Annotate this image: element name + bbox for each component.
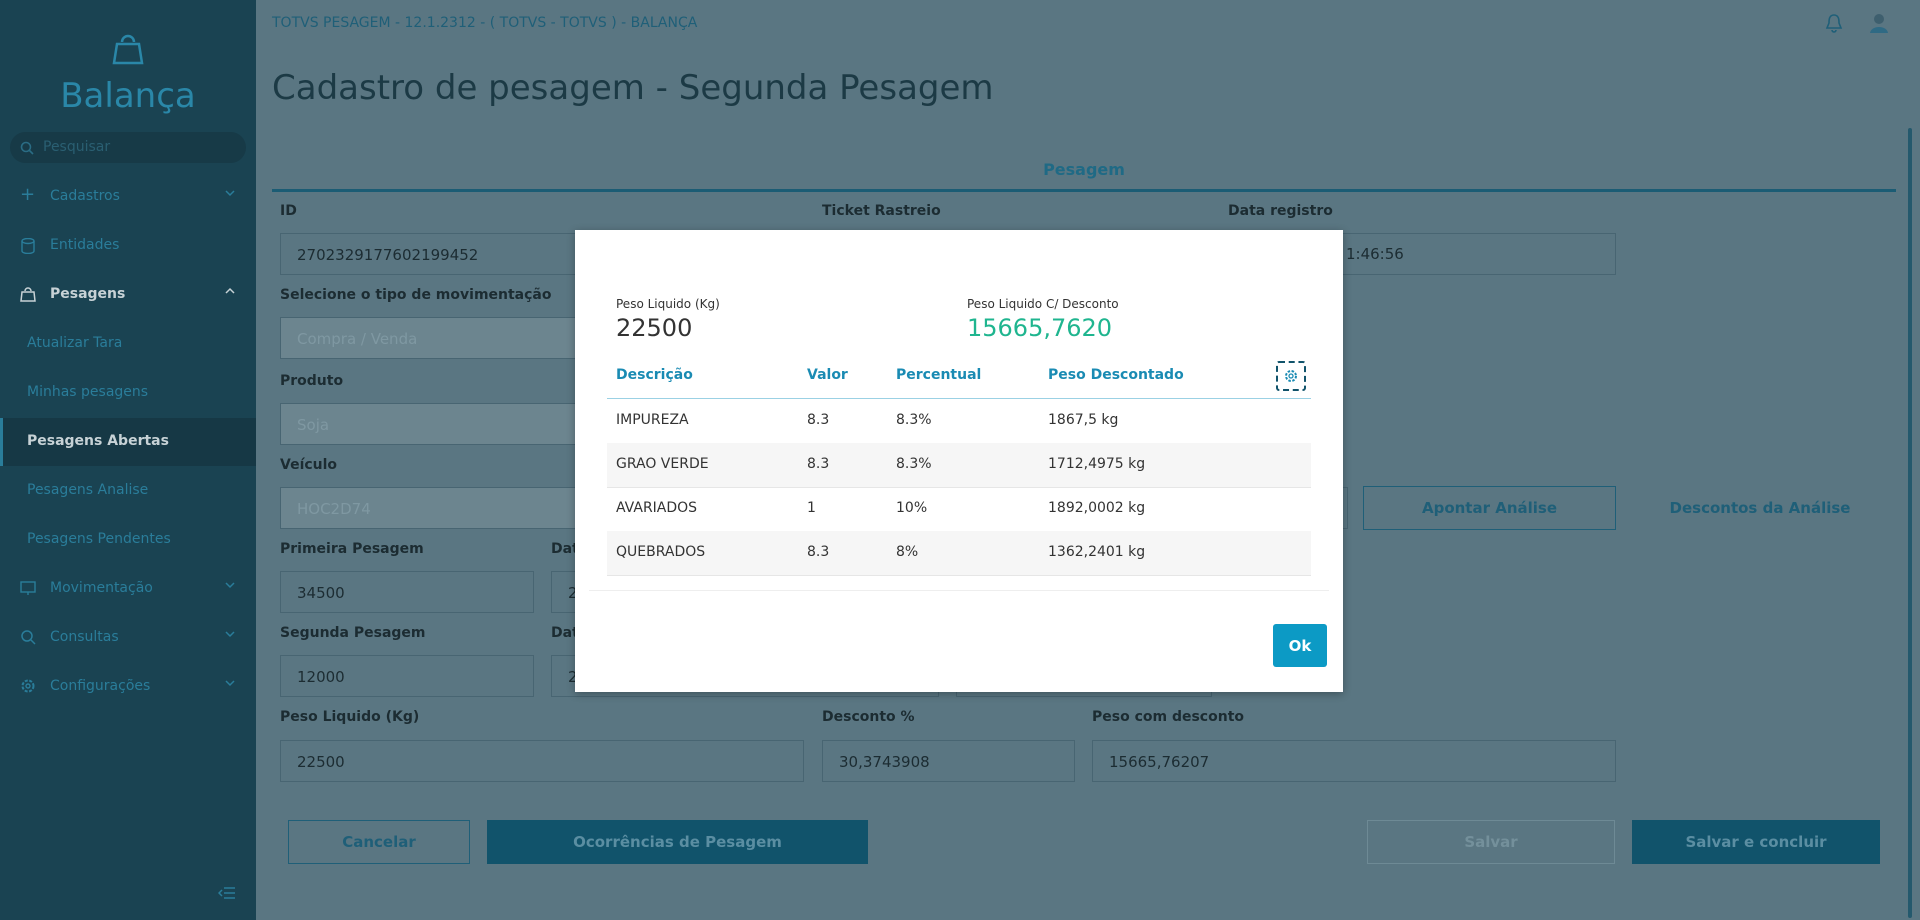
table-cell: 8.3 xyxy=(807,544,830,560)
menu-item[interactable]: Consultas xyxy=(0,614,256,662)
table-cell: 8% xyxy=(896,544,919,560)
search-box[interactable]: Pesquisar xyxy=(10,132,246,163)
label: ID xyxy=(280,203,297,219)
tab[interactable]: Pesagem xyxy=(1043,160,1125,179)
table-cell: AVARIADOS xyxy=(616,500,698,516)
column-header[interactable]: Peso Descontado xyxy=(1048,367,1184,383)
header-divider xyxy=(607,398,1311,399)
label: Primeira Pesagem xyxy=(280,541,424,557)
label: Dat xyxy=(551,625,579,641)
tab-underline xyxy=(272,189,1896,192)
button[interactable]: Cancelar xyxy=(288,820,470,864)
input[interactable]: 30,3743908 xyxy=(822,740,1075,782)
table-row: QUEBRADOS 8.3 8% 1362,2401 kg xyxy=(607,531,1311,576)
column-header[interactable]: Descrição xyxy=(616,367,693,383)
brand: Balança xyxy=(60,76,196,116)
table-row: GRAO VERDE 8.3 8.3% 1712,4975 kg xyxy=(607,443,1311,488)
input-value: 1:46:56 xyxy=(1346,245,1404,263)
input[interactable]: 22500 xyxy=(280,740,804,782)
table-cell: 8.3% xyxy=(896,456,932,472)
table-row: IMPUREZA 8.3 8.3% 1867,5 kg xyxy=(607,399,1311,444)
menu-item[interactable]: Pesagens Analise xyxy=(27,482,149,498)
table-footer xyxy=(589,590,1329,591)
label: Ticket Rastreio xyxy=(822,203,941,219)
page-title: Cadastro de pesagem - Segunda Pesagem xyxy=(272,68,994,108)
menu-item[interactable]: Atualizar Tara xyxy=(27,335,123,351)
table-row: AVARIADOS 1 10% 1892,0002 kg xyxy=(607,487,1311,532)
label: Selecione o tipo de movimentação xyxy=(280,287,552,303)
label: Data registro xyxy=(1228,203,1333,219)
summary-value: 22500 xyxy=(616,314,693,342)
menu-item[interactable]: Pesagens Pendentes xyxy=(27,531,171,547)
settings-button[interactable] xyxy=(1276,361,1306,391)
summary-label: Peso Liquido C/ Desconto xyxy=(967,297,1119,311)
link-button[interactable]: Descontos da Análise xyxy=(1669,499,1851,517)
brand-icon xyxy=(112,34,144,65)
button[interactable]: Ocorrências de Pesagem xyxy=(487,820,868,864)
table-cell: 1867,5 kg xyxy=(1048,412,1119,428)
column-header[interactable]: Percentual xyxy=(896,367,982,383)
label: Segunda Pesagem xyxy=(280,625,426,641)
button[interactable]: Salvar e concluir xyxy=(1632,820,1880,864)
sidebar: Balança Pesquisar + Cadastros Entidades P… xyxy=(0,0,256,920)
ok-button[interactable]: Ok xyxy=(1273,624,1327,667)
button-disabled: Salvar xyxy=(1367,820,1615,864)
menu-item[interactable]: Pesagens xyxy=(0,271,256,319)
table-cell: 8.3 xyxy=(807,412,830,428)
button[interactable]: Apontar Análise xyxy=(1363,486,1616,530)
input[interactable]: 12000 xyxy=(280,655,534,697)
menu-item-active[interactable]: Pesagens Abertas xyxy=(0,418,256,466)
table-cell: 1892,0002 kg xyxy=(1048,500,1146,516)
input[interactable]: 15665,76207 xyxy=(1092,740,1616,782)
app-header: TOTVS PESAGEM - 12.1.2312 - ( TOTVS - TO… xyxy=(272,15,698,31)
column-header[interactable]: Valor xyxy=(807,367,848,383)
label: Peso com desconto xyxy=(1092,709,1245,725)
label: Peso Liquido (Kg) xyxy=(280,709,420,725)
label: Desconto % xyxy=(822,709,915,725)
collapse-icon[interactable] xyxy=(218,886,236,900)
summary-value: 15665,7620 xyxy=(967,314,1113,342)
table-cell: IMPUREZA xyxy=(616,412,689,428)
search-placeholder: Pesquisar xyxy=(43,139,111,155)
table-cell: 8.3 xyxy=(807,456,830,472)
menu-item[interactable]: Entidades xyxy=(0,222,256,270)
user-avatar[interactable] xyxy=(1869,12,1889,34)
table-cell: 1362,2401 kg xyxy=(1048,544,1146,560)
menu-item[interactable]: Configurações xyxy=(0,663,256,711)
table-cell: 1 xyxy=(807,500,816,516)
notification-icon[interactable] xyxy=(1825,13,1843,33)
label: Produto xyxy=(280,373,344,389)
table-cell: 8.3% xyxy=(896,412,932,428)
table-cell: QUEBRADOS xyxy=(616,544,706,560)
menu-item[interactable]: Minhas pesagens xyxy=(27,384,149,400)
modal: Peso Liquido (Kg) 22500 Peso Liquido C/ … xyxy=(575,230,1343,692)
summary-label: Peso Liquido (Kg) xyxy=(616,297,720,311)
menu-item[interactable]: Movimentação xyxy=(0,565,256,613)
input[interactable]: 34500 xyxy=(280,571,534,613)
table-cell: 1712,4975 kg xyxy=(1048,456,1146,472)
menu-item[interactable]: + Cadastros xyxy=(0,173,256,221)
search-icon xyxy=(20,141,34,155)
scrollbar xyxy=(1908,128,1912,918)
label: Dat xyxy=(551,541,579,557)
label: Veículo xyxy=(280,457,338,473)
table-cell: GRAO VERDE xyxy=(616,456,709,472)
table-cell: 10% xyxy=(896,500,928,516)
